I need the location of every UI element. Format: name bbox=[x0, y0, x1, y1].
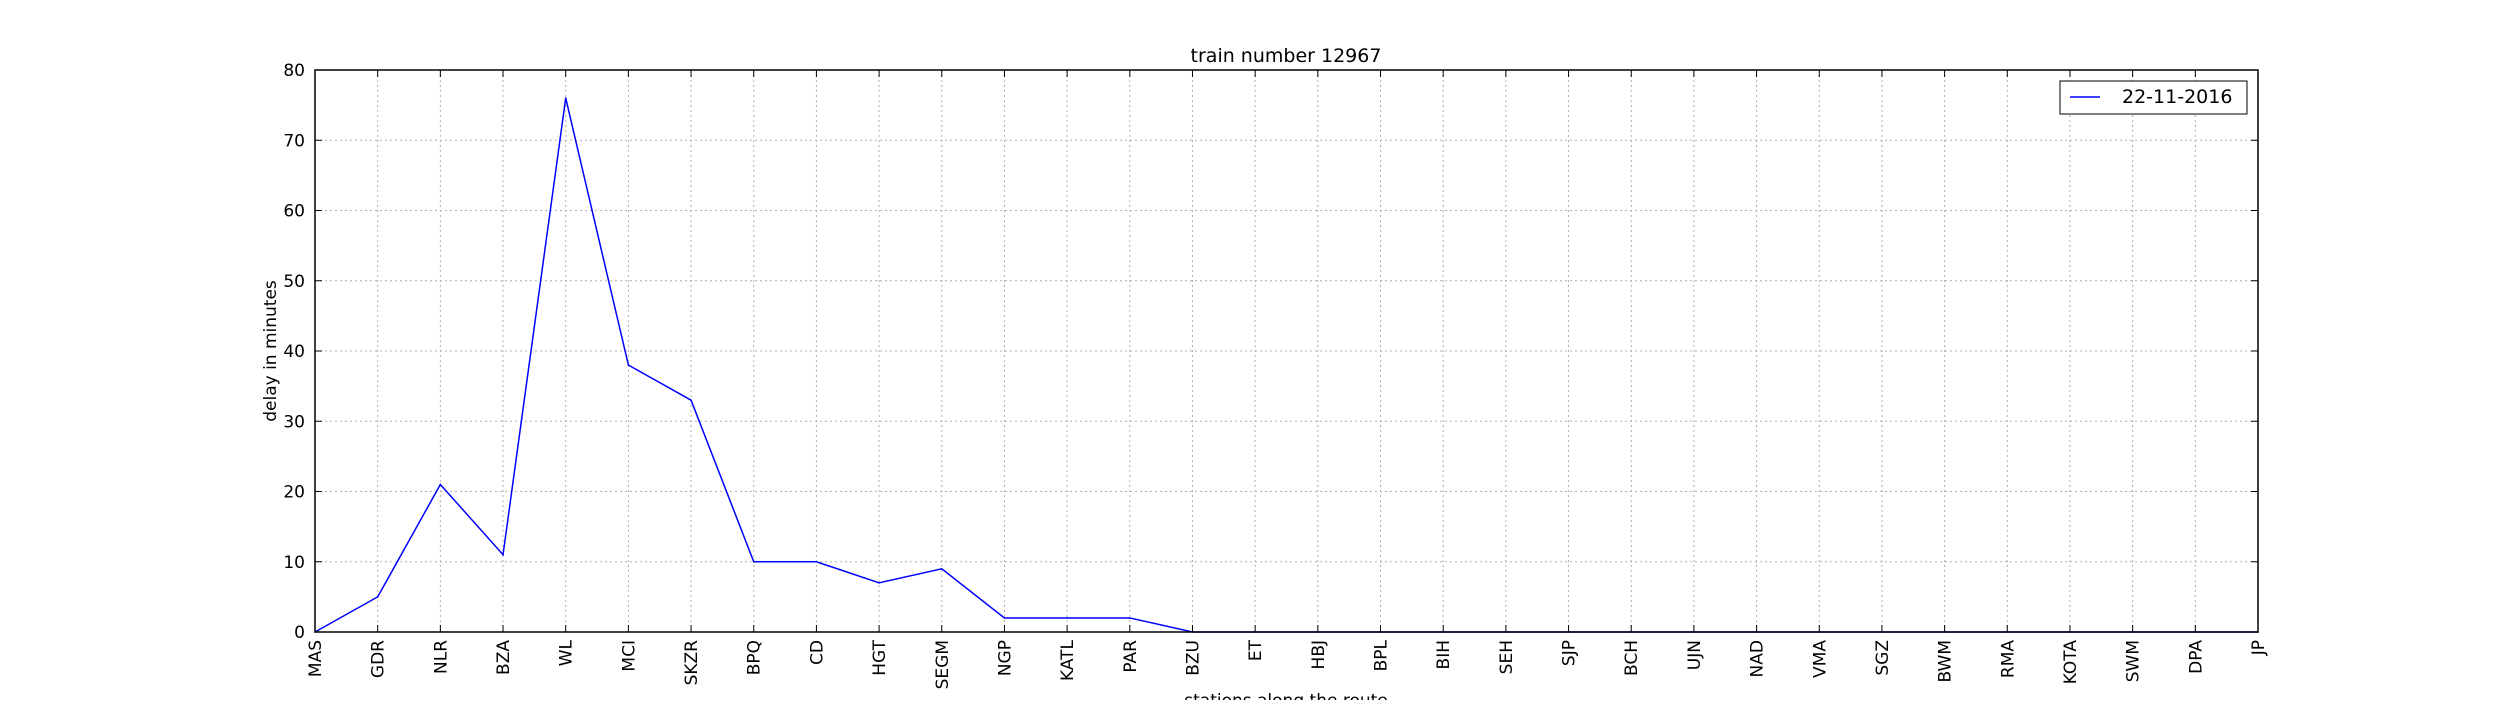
x-tick-label: HBJ bbox=[1309, 640, 1329, 669]
x-tick-label: MCI bbox=[619, 640, 639, 672]
y-tick-label: 20 bbox=[283, 483, 305, 503]
data-point bbox=[815, 560, 818, 563]
x-tick-label: SWM bbox=[2124, 640, 2144, 682]
x-axis-label: stations along the route bbox=[1184, 691, 1388, 700]
x-tick-label: RMA bbox=[1998, 640, 2018, 678]
legend-entry-label: 22-11-2016 bbox=[2122, 86, 2232, 108]
x-tick-label: BZU bbox=[1183, 640, 1203, 676]
y-axis: 0 10 20 30 40 50 60 70 80 bbox=[283, 61, 2258, 643]
x-tick-label: SEH bbox=[1497, 640, 1517, 674]
x-tick-label: SJP bbox=[1560, 640, 1580, 666]
x-tick-label: CD bbox=[807, 640, 827, 665]
x-tick-label: JP bbox=[2249, 640, 2269, 656]
x-tick-label: SGZ bbox=[1873, 640, 1893, 676]
data-point bbox=[1066, 617, 1068, 619]
y-axis-label: delay in minutes bbox=[261, 280, 281, 422]
y-tick-label: 40 bbox=[283, 342, 305, 362]
x-tick-label: VMA bbox=[1810, 640, 1830, 678]
data-point bbox=[878, 582, 880, 584]
x-tick-label: BPQ bbox=[745, 640, 765, 675]
data-point bbox=[940, 567, 943, 570]
x-tick-label: ET bbox=[1246, 639, 1266, 661]
data-point bbox=[690, 399, 692, 401]
y-tick-label: 50 bbox=[283, 272, 305, 292]
x-tick-label: SKZR bbox=[682, 640, 702, 686]
x-axis: MAS GDR NLR BZA WL MCI SKZR BPQ CD HGT SEGM NGP KATL… bbox=[306, 70, 2269, 689]
data-point bbox=[1003, 617, 1006, 619]
data-point bbox=[376, 596, 379, 598]
y-tick-label: 10 bbox=[283, 553, 305, 573]
x-tick-label: GDR bbox=[369, 640, 389, 678]
x-tick-label: NGP bbox=[995, 640, 1015, 676]
x-tick-label: KATL bbox=[1058, 639, 1078, 681]
y-tick-label: 70 bbox=[283, 131, 305, 151]
x-tick-label: PAR bbox=[1121, 640, 1141, 673]
x-tick-label: HGT bbox=[870, 639, 890, 675]
data-point bbox=[1129, 617, 1131, 619]
x-tick-label: BPL bbox=[1372, 639, 1392, 671]
x-tick-label: BIH bbox=[1434, 640, 1454, 669]
x-tick-label: NAD bbox=[1748, 640, 1768, 677]
data-point bbox=[564, 97, 567, 99]
legend: 22-11-2016 bbox=[2059, 80, 2248, 115]
chart-title: train number 12967 bbox=[1191, 45, 1382, 67]
y-tick-label: 80 bbox=[283, 61, 305, 81]
x-tick-label: SEGM bbox=[933, 640, 953, 689]
x-tick-label: BZA bbox=[494, 640, 514, 675]
data-point bbox=[752, 560, 755, 563]
x-tick-label: WL bbox=[557, 639, 577, 666]
x-tick-label: MAS bbox=[306, 640, 326, 677]
data-point bbox=[627, 364, 630, 366]
y-tick-label: 60 bbox=[283, 202, 305, 222]
x-tick-label: DPA bbox=[2186, 640, 2206, 674]
data-point bbox=[502, 553, 504, 556]
x-tick-label: KOTA bbox=[2061, 640, 2081, 685]
y-tick-label: 30 bbox=[283, 412, 305, 432]
y-tick-label: 0 bbox=[294, 623, 305, 643]
x-tick-label: NLR bbox=[431, 640, 451, 674]
x-tick-label: BWM bbox=[1936, 640, 1956, 683]
x-tick-label: BCH bbox=[1622, 640, 1642, 676]
x-tick-label: UJN bbox=[1685, 640, 1705, 670]
data-point bbox=[439, 483, 442, 486]
